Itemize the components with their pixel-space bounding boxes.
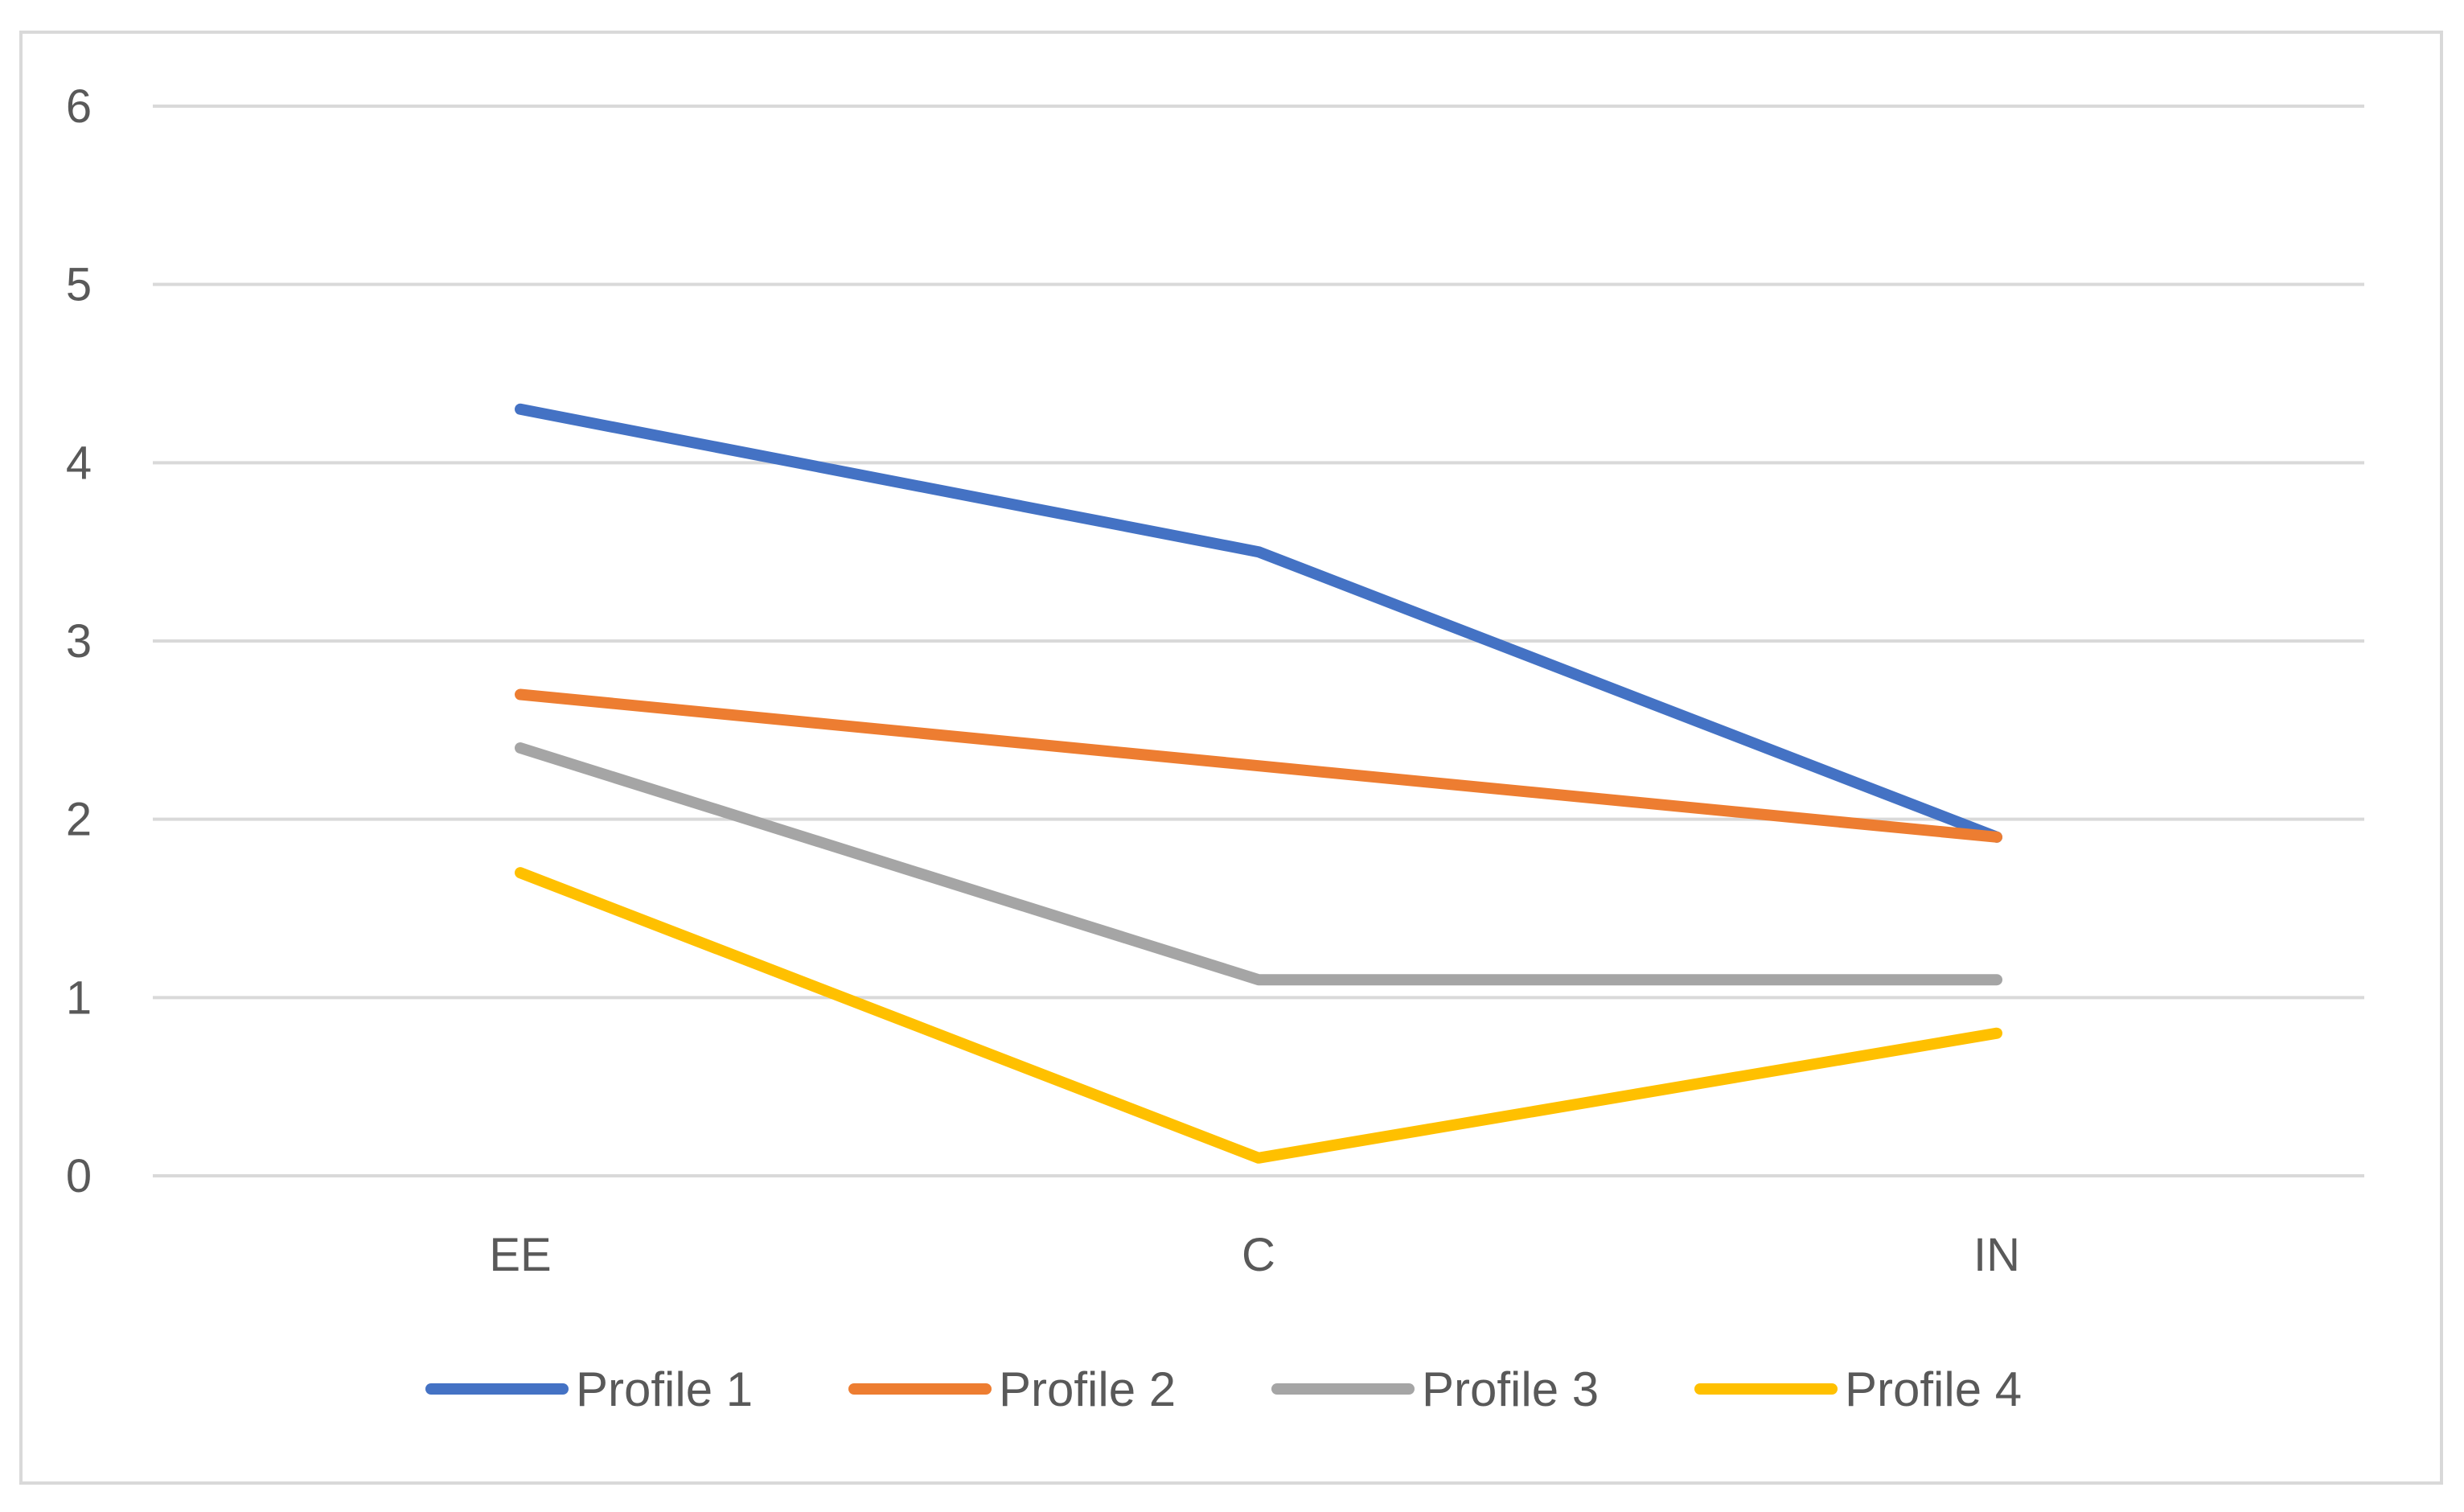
series-line-profile-1 [515, 403, 2002, 843]
y-tick-label: 2 [66, 794, 92, 846]
legend: Profile 1 Profile 2 Profile 3 Profile 4 [425, 1362, 2022, 1416]
legend-label: Profile 2 [999, 1362, 1176, 1416]
series-lines [515, 403, 2002, 1164]
series-line-profile-2 [515, 688, 2002, 843]
y-tick-label: 5 [66, 259, 92, 311]
y-tick-label: 0 [66, 1150, 92, 1202]
y-tick-label: 6 [66, 80, 92, 133]
legend-label: Profile 1 [576, 1362, 753, 1416]
y-tick-label: 1 [66, 972, 92, 1024]
legend-item-profile-2: Profile 2 [848, 1362, 1176, 1416]
legend-item-profile-1: Profile 1 [425, 1362, 753, 1416]
x-tick-label: EE [489, 1229, 551, 1281]
series-line-profile-3 [515, 742, 2002, 986]
gridlines [153, 105, 2364, 1177]
y-axis-tick-labels: 0 1 2 3 4 5 6 [66, 80, 92, 1202]
legend-label: Profile 3 [1422, 1362, 1599, 1416]
y-tick-label: 3 [66, 615, 92, 668]
legend-label: Profile 4 [1845, 1362, 2022, 1416]
series-line-profile-4 [515, 867, 2002, 1164]
legend-item-profile-4: Profile 4 [1694, 1362, 2022, 1416]
x-tick-label: C [1242, 1229, 1275, 1281]
legend-item-profile-3: Profile 3 [1271, 1362, 1599, 1416]
x-axis-tick-labels: EE C IN [489, 1229, 2020, 1281]
x-tick-label: IN [1973, 1229, 2020, 1281]
y-tick-label: 4 [66, 437, 92, 489]
